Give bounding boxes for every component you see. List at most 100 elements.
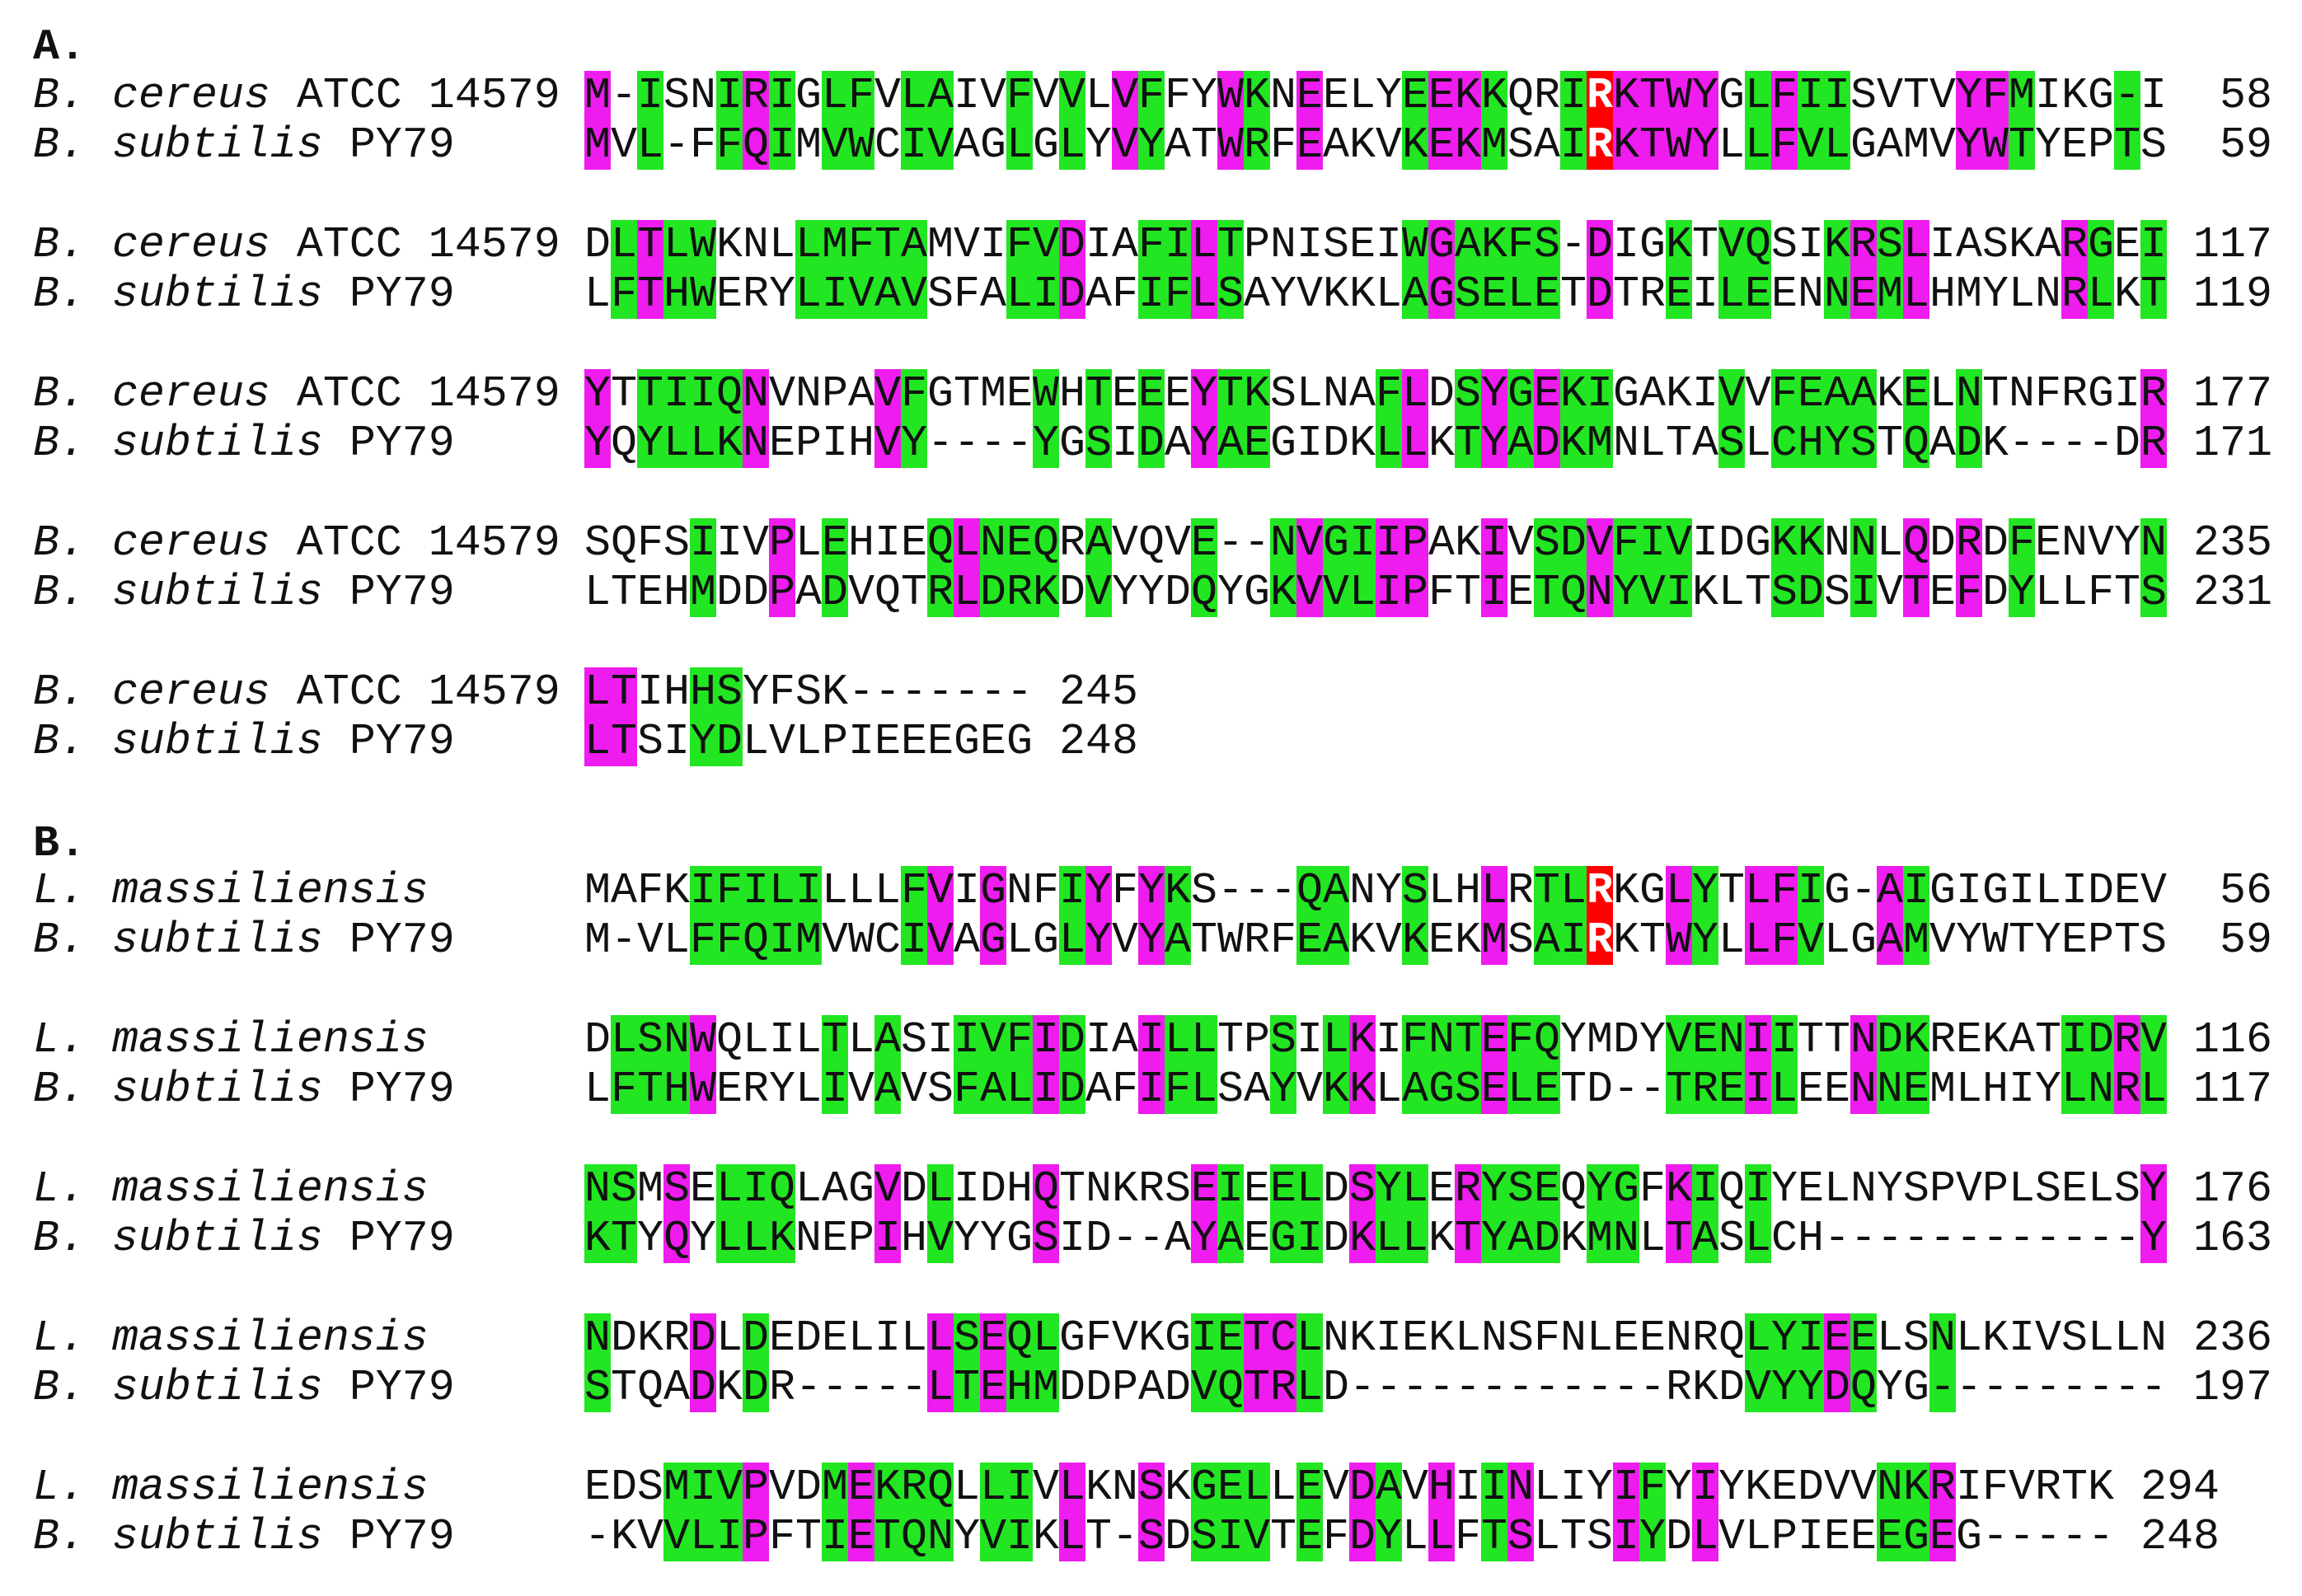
residue: F: [1112, 270, 1138, 320]
residue: E: [1877, 1513, 1903, 1562]
residue-highlight: [1639, 71, 1666, 170]
residue: E: [1349, 221, 1376, 270]
residue: T: [637, 1065, 663, 1115]
residue: V: [1376, 121, 1402, 171]
residue: F: [1455, 1513, 1481, 1562]
residue: Y: [2035, 916, 2061, 966]
residue-highlight: [1481, 71, 1507, 170]
residue: L: [1718, 916, 1745, 966]
residue-highlight: [1138, 220, 1165, 319]
residue: Y: [1771, 1165, 1798, 1215]
residue: L: [1428, 867, 1455, 916]
species-name: B. cereus: [33, 72, 270, 121]
residue: Y: [1376, 1165, 1402, 1215]
residue: K: [822, 668, 848, 718]
residue-highlight: [690, 1015, 716, 1114]
residue: F: [1428, 569, 1455, 618]
residue: S: [1138, 1463, 1165, 1513]
residue: L: [1296, 1165, 1323, 1215]
residue: E: [1428, 916, 1455, 966]
residue: R: [1956, 519, 1982, 569]
residue: R: [663, 1314, 690, 1364]
residue: I: [901, 916, 927, 966]
residue: R: [1587, 72, 1613, 121]
residue: D: [584, 1016, 611, 1065]
residue: L: [1771, 1065, 1798, 1115]
residue-highlight: [822, 1015, 848, 1114]
residue: -: [611, 72, 637, 121]
residue: L: [1639, 419, 1666, 469]
residue: H: [1929, 270, 1956, 320]
residue: V: [2140, 1016, 2167, 1065]
residue: G: [980, 121, 1006, 171]
residue-highlight: [1613, 71, 1639, 170]
residue-highlight: [1798, 518, 1824, 617]
residue: T: [2009, 916, 2035, 966]
residue: V: [1033, 1463, 1059, 1513]
residue-highlight: [1006, 71, 1033, 170]
residue-highlight: [1296, 1463, 1323, 1561]
residue: L: [1481, 867, 1507, 916]
residue-highlight: [743, 866, 769, 965]
residue: T: [1217, 370, 1244, 419]
residue: C: [874, 121, 901, 171]
residue: R: [1587, 121, 1613, 171]
residue: Q: [1033, 1165, 1059, 1215]
residue: I: [1376, 1016, 1402, 1065]
residue: E: [1771, 1463, 1798, 1513]
residue: F: [1270, 121, 1296, 171]
residue: E: [1929, 569, 1956, 618]
residue-highlight: [1428, 1015, 1455, 1114]
strain-name: ATCC 14579: [297, 519, 560, 569]
residue: M: [795, 121, 822, 171]
residue: D: [1587, 1065, 1613, 1115]
residue: L: [584, 270, 611, 320]
residue: Y: [2009, 569, 2035, 618]
residue: Q: [1745, 221, 1771, 270]
residue: Q: [927, 1463, 954, 1513]
section-label: A.: [33, 23, 86, 73]
residue-highlight: [1349, 1015, 1376, 1114]
residue: A: [795, 569, 822, 618]
residue: L: [2088, 1165, 2114, 1215]
residue-highlight: [1059, 866, 1085, 965]
residue-highlight: [1587, 1164, 1613, 1263]
residue: V: [1112, 519, 1138, 569]
residue: L: [1745, 72, 1771, 121]
residue: F: [1006, 221, 1033, 270]
residue: K: [1481, 72, 1507, 121]
residue-highlight: [1402, 1164, 1428, 1263]
residue: L: [848, 1016, 874, 1065]
residue-highlight: [1059, 1463, 1085, 1561]
residue: V: [954, 221, 980, 270]
residue-highlight: [1191, 369, 1217, 468]
residue: K: [1085, 1463, 1112, 1513]
residue: T: [2114, 121, 2140, 171]
residue-highlight: [1745, 71, 1771, 170]
residue: L: [1059, 1513, 1085, 1562]
residue: F: [1112, 1065, 1138, 1115]
residue: E: [822, 1215, 848, 1264]
residue-highlight: [795, 220, 822, 319]
residue-highlight: [769, 1164, 795, 1263]
end-position: 116: [2193, 1016, 2272, 1065]
end-position: 117: [2193, 1065, 2272, 1115]
residue: L: [1059, 121, 1085, 171]
residue-highlight: [663, 369, 690, 468]
residue-highlight: [716, 667, 743, 766]
residue: Y: [637, 419, 663, 469]
residue: Y: [1481, 419, 1507, 469]
residue: -: [927, 668, 954, 718]
residue: -: [954, 668, 980, 718]
residue: L: [1165, 1016, 1191, 1065]
residue: L: [1402, 1215, 1428, 1264]
residue: D: [1428, 370, 1455, 419]
residue-highlight: [980, 1463, 1006, 1561]
residue: I: [1956, 867, 1982, 916]
residue: S: [2061, 1314, 2088, 1364]
residue: T: [1244, 1314, 1270, 1364]
residue: G: [1824, 867, 1850, 916]
residue-highlight: [1877, 1015, 1903, 1114]
residue: I: [1692, 1463, 1718, 1513]
residue-highlight: [1771, 518, 1798, 617]
